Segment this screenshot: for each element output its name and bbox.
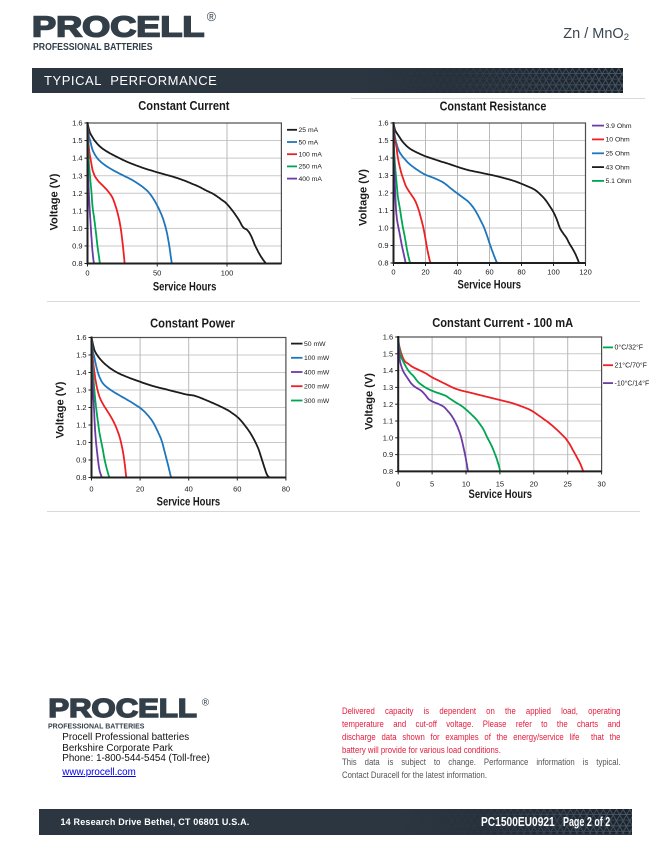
svg-text:0: 0 [391, 267, 395, 276]
svg-text:1.0: 1.0 [378, 224, 388, 233]
svg-text:1.0: 1.0 [72, 224, 82, 233]
svg-text:300 mW: 300 mW [304, 398, 330, 405]
svg-text:1.2: 1.2 [72, 189, 82, 198]
svg-text:30: 30 [597, 479, 605, 488]
svg-text:0: 0 [85, 268, 89, 277]
svg-text:0.9: 0.9 [383, 450, 393, 459]
svg-text:20: 20 [136, 485, 144, 494]
svg-text:1.4: 1.4 [76, 368, 86, 377]
svg-text:60: 60 [485, 267, 493, 276]
svg-text:1.2: 1.2 [383, 400, 393, 409]
svg-text:0.8: 0.8 [383, 467, 393, 476]
svg-text:100 mA: 100 mA [299, 152, 323, 159]
svg-text:0.8: 0.8 [378, 259, 388, 268]
svg-text:5: 5 [430, 479, 434, 488]
svg-text:1.2: 1.2 [76, 403, 86, 412]
svg-text:1.3: 1.3 [378, 171, 388, 180]
svg-text:1.5: 1.5 [378, 136, 388, 145]
svg-text:50 mW: 50 mW [304, 341, 326, 348]
svg-text:100: 100 [221, 268, 234, 277]
svg-text:Voltage (V): Voltage (V) [55, 381, 67, 438]
svg-text:25 Ohm: 25 Ohm [606, 151, 631, 158]
svg-text:Constant Current: Constant Current [138, 99, 230, 113]
svg-text:1.6: 1.6 [72, 119, 82, 128]
svg-text:15: 15 [496, 479, 504, 488]
svg-text:Constant Power: Constant Power [150, 316, 235, 330]
svg-text:1.4: 1.4 [378, 154, 388, 163]
svg-text:1.1: 1.1 [383, 417, 393, 426]
svg-text:60: 60 [233, 485, 241, 494]
svg-text:PROCELL: PROCELL [48, 695, 197, 723]
svg-text:Voltage (V): Voltage (V) [358, 169, 370, 226]
svg-text:Voltage (V): Voltage (V) [49, 173, 61, 230]
svg-text:1.5: 1.5 [72, 136, 82, 145]
svg-text:400 mW: 400 mW [304, 369, 330, 376]
svg-text:50 mA: 50 mA [299, 139, 319, 146]
svg-text:Service Hours: Service Hours [153, 282, 217, 294]
svg-text:1.0: 1.0 [383, 433, 393, 442]
svg-text:1.6: 1.6 [378, 119, 388, 128]
svg-text:Service Hours: Service Hours [469, 489, 533, 501]
svg-text:0: 0 [89, 485, 93, 494]
svg-text:PROFESSIONAL BATTERIES: PROFESSIONAL BATTERIES [48, 721, 145, 730]
svg-text:Constant Current - 100 mA: Constant Current - 100 mA [432, 316, 573, 330]
svg-text:43 Ohm: 43 Ohm [606, 164, 631, 171]
svg-text:1.5: 1.5 [76, 351, 86, 360]
svg-text:0.9: 0.9 [378, 241, 388, 250]
svg-text:1.4: 1.4 [72, 154, 82, 163]
svg-text:1.1: 1.1 [72, 206, 82, 215]
svg-text:80: 80 [282, 485, 290, 494]
svg-text:0: 0 [396, 479, 400, 488]
svg-text:120: 120 [579, 267, 592, 276]
svg-text:40: 40 [185, 485, 193, 494]
svg-text:0.8: 0.8 [76, 473, 86, 482]
svg-text:1.6: 1.6 [76, 333, 86, 342]
svg-text:20: 20 [421, 267, 429, 276]
svg-text:20: 20 [530, 479, 538, 488]
svg-text:50: 50 [153, 268, 161, 277]
svg-text:400 mA: 400 mA [299, 176, 323, 183]
svg-text:5.1 Ohm: 5.1 Ohm [606, 178, 632, 185]
svg-text:1.1: 1.1 [378, 206, 388, 215]
svg-text:Constant Resistance: Constant Resistance [440, 99, 547, 113]
svg-text:1.6: 1.6 [383, 333, 393, 342]
svg-text:Service Hours: Service Hours [157, 497, 221, 509]
svg-text:10 Ohm: 10 Ohm [606, 137, 631, 144]
svg-text:100 mW: 100 mW [304, 355, 330, 362]
svg-text:1.3: 1.3 [72, 171, 82, 180]
svg-text:0.9: 0.9 [72, 242, 82, 251]
svg-text:10: 10 [462, 479, 470, 488]
svg-text:-10°C/14°F: -10°C/14°F [615, 379, 650, 387]
svg-text:100: 100 [547, 267, 560, 276]
svg-text:0.8: 0.8 [72, 259, 82, 268]
svg-text:21°C/70°F: 21°C/70°F [615, 362, 647, 370]
svg-text:40: 40 [453, 267, 461, 276]
svg-text:1.5: 1.5 [383, 349, 393, 358]
svg-text:1.3: 1.3 [76, 386, 86, 395]
svg-text:1.2: 1.2 [378, 189, 388, 198]
svg-text:25 mA: 25 mA [299, 127, 319, 134]
svg-text:Voltage (V): Voltage (V) [364, 373, 376, 430]
svg-text:PROFESSIONAL BATTERIES: PROFESSIONAL BATTERIES [33, 42, 153, 53]
svg-text:3.9 Ohm: 3.9 Ohm [606, 123, 632, 130]
svg-text:1.3: 1.3 [383, 383, 393, 392]
svg-text:1.4: 1.4 [383, 366, 393, 375]
svg-text:PROCELL: PROCELL [32, 11, 205, 43]
svg-text:®: ® [202, 698, 210, 709]
svg-text:0.9: 0.9 [76, 456, 86, 465]
svg-text:200 mW: 200 mW [304, 384, 330, 391]
svg-text:80: 80 [517, 267, 525, 276]
svg-text:250 mA: 250 mA [299, 164, 323, 171]
svg-text:1.1: 1.1 [76, 421, 86, 430]
svg-text:1.0: 1.0 [76, 438, 86, 447]
svg-text:®: ® [207, 10, 217, 24]
svg-text:0°C/32°F: 0°C/32°F [615, 344, 644, 352]
svg-text:Service Hours: Service Hours [458, 280, 522, 292]
svg-text:25: 25 [564, 479, 572, 488]
